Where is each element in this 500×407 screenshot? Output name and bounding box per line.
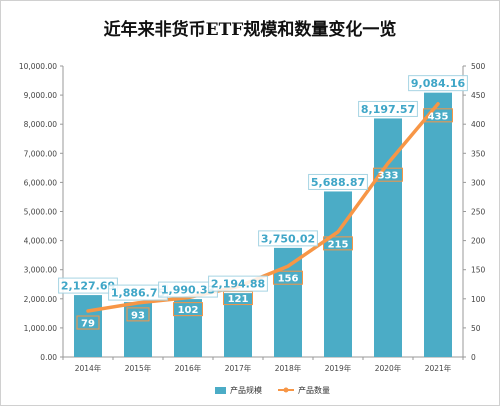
count-label: 435 bbox=[428, 111, 449, 122]
bar bbox=[224, 293, 252, 357]
bar-label-box bbox=[258, 230, 318, 247]
bar-value-label: 3,750.02 bbox=[261, 232, 315, 245]
bar-label-box bbox=[208, 275, 268, 292]
legend-bar-swatch bbox=[215, 387, 226, 394]
right-tick-label: 300 bbox=[471, 178, 486, 187]
legend-bar-label: 产品规模 bbox=[230, 385, 262, 395]
left-tick-label: 3,000.00 bbox=[24, 266, 58, 275]
bar-value-label: 5,688.87 bbox=[311, 176, 365, 189]
count-label-box bbox=[273, 270, 303, 285]
right-tick-label: 150 bbox=[471, 266, 486, 275]
left-tick-label: 9,000.00 bbox=[24, 91, 58, 100]
bar-value-label: 1,886.75 bbox=[111, 287, 165, 300]
x-tick-label: 2015年 bbox=[125, 363, 152, 373]
chart-title: 近年来非货币ETF规模和数量变化一览 bbox=[103, 20, 397, 40]
bar-value-label: 9,084.16 bbox=[411, 77, 466, 90]
count-label-box bbox=[373, 167, 403, 182]
x-tick-label: 2014年 bbox=[75, 363, 102, 373]
count-label: 333 bbox=[378, 171, 399, 182]
bar bbox=[74, 295, 102, 357]
x-tick-label: 2020年 bbox=[375, 363, 402, 373]
count-label-box bbox=[126, 307, 150, 322]
bar bbox=[424, 92, 452, 358]
bar bbox=[124, 302, 152, 357]
bar-label-box bbox=[408, 75, 468, 92]
right-tick-label: 250 bbox=[471, 208, 486, 217]
left-tick-label: 10,000.00 bbox=[19, 62, 57, 71]
count-label: 215 bbox=[328, 239, 349, 250]
right-tick-label: 400 bbox=[471, 120, 486, 129]
bar-value-label: 8,197.57 bbox=[361, 103, 415, 116]
legend-line-marker bbox=[283, 387, 289, 393]
x-tick-label: 2019年 bbox=[325, 363, 352, 373]
x-tick-label: 2016年 bbox=[175, 363, 202, 373]
count-label: 102 bbox=[178, 305, 199, 316]
legend-line-label: 产品数量 bbox=[298, 385, 330, 395]
count-label: 156 bbox=[278, 274, 299, 285]
bar-label-box bbox=[308, 173, 368, 190]
x-tick-label: 2021年 bbox=[425, 363, 452, 373]
right-tick-label: 50 bbox=[471, 324, 481, 333]
right-tick-label: 500 bbox=[471, 62, 486, 71]
left-tick-label: 8,000.00 bbox=[24, 120, 58, 129]
count-label-box bbox=[323, 236, 353, 251]
left-tick-label: 5,000.00 bbox=[24, 208, 58, 217]
bar-value-label: 2,194.88 bbox=[211, 278, 265, 291]
left-tick-label: 2,000.00 bbox=[24, 295, 58, 304]
count-label-box bbox=[423, 108, 453, 123]
bar bbox=[174, 299, 202, 357]
bar bbox=[374, 118, 402, 357]
count-label: 93 bbox=[131, 310, 145, 321]
right-tick-label: 450 bbox=[471, 91, 486, 100]
bar-value-label: 2,127.69 bbox=[61, 280, 115, 293]
left-tick-label: 1,000.00 bbox=[24, 324, 58, 333]
count-label-box bbox=[76, 315, 100, 330]
count-label-box bbox=[173, 302, 203, 317]
x-tick-label: 2018年 bbox=[275, 363, 302, 373]
left-tick-label: 6,000.00 bbox=[24, 178, 58, 187]
left-tick-label: 4,000.00 bbox=[24, 237, 58, 246]
right-tick-label: 350 bbox=[471, 149, 486, 158]
right-tick-label: 200 bbox=[471, 237, 486, 246]
right-tick-label: 100 bbox=[471, 295, 486, 304]
x-tick-label: 2017年 bbox=[225, 363, 252, 373]
right-tick-label: 0 bbox=[471, 353, 476, 362]
count-label: 121 bbox=[228, 294, 249, 305]
bar-value-label: 1,990.33 bbox=[161, 284, 215, 297]
left-tick-label: 0.00 bbox=[40, 353, 57, 362]
bar-label-box bbox=[358, 100, 418, 117]
left-tick-label: 7,000.00 bbox=[24, 149, 58, 158]
count-label: 79 bbox=[81, 319, 95, 330]
